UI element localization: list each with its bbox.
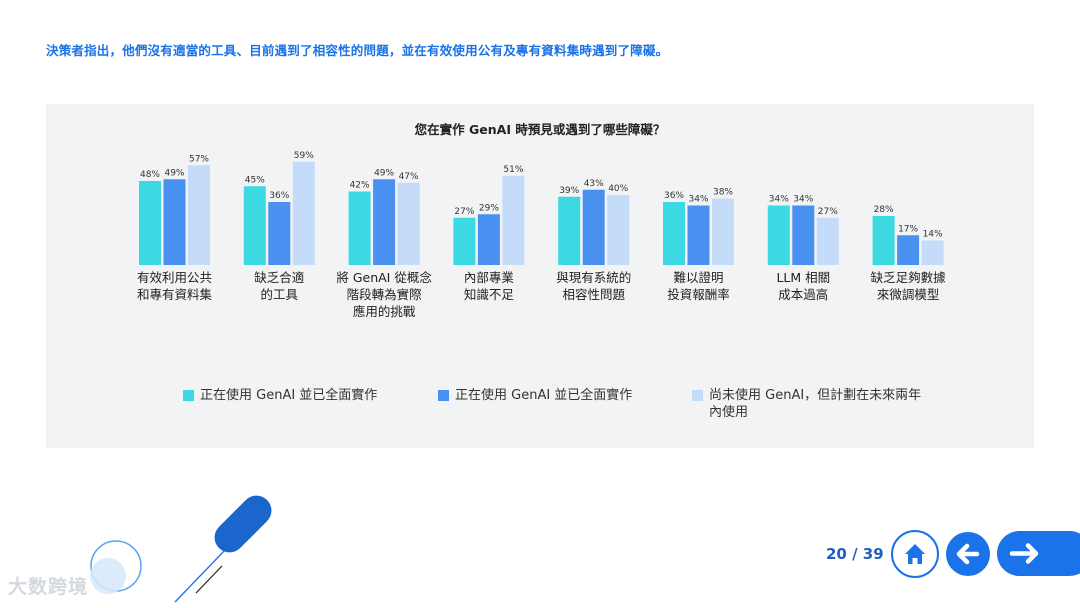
bar-7-series-2: [792, 205, 815, 265]
category-label-6: 難以證明投資報酬率: [667, 270, 730, 302]
category-label-4: 內部專業知識不足: [464, 270, 515, 302]
category-label-8: 缺乏足夠數據來微調模型: [871, 270, 947, 302]
bar-5-series-3: [607, 195, 630, 265]
data-label-1-series-2: 49%: [164, 168, 184, 178]
arrow-left-icon: [956, 543, 980, 565]
category-label-2: 缺乏合適的工具: [254, 270, 305, 302]
data-label-4-series-2: 29%: [479, 203, 499, 213]
data-label-5-series-2: 43%: [584, 179, 604, 189]
bar-6-series-3: [712, 198, 734, 265]
bar-2-series-2: [268, 202, 291, 265]
bar-3-series-3: [397, 182, 420, 265]
legend-item-1: 正在使用 GenAI 並已全面實作: [183, 387, 420, 404]
bar-1-series-1: [139, 181, 161, 265]
bar-8-series-1: [872, 216, 895, 265]
watermark: 大数跨境: [8, 576, 89, 598]
bar-8-series-2: [897, 235, 920, 265]
headline: 決策者指出，他們沒有適當的工具、目前遇到了相容性的問題，並在有效使用公有及專有資…: [46, 43, 669, 58]
bar-6-series-1: [663, 202, 685, 265]
bar-2-series-1: [243, 186, 266, 265]
data-label-6-series-3: 38%: [713, 188, 733, 198]
bar-1-series-3: [188, 165, 210, 265]
data-label-8-series-1: 28%: [874, 205, 894, 215]
bar-8-series-3: [921, 240, 944, 265]
bar-3-series-1: [348, 191, 371, 265]
data-label-8-series-3: 14%: [923, 230, 943, 240]
bar-5-series-2: [582, 189, 605, 265]
legend-swatch-1: [183, 390, 194, 401]
legend-swatch-3: [692, 390, 703, 401]
bar-6-series-2: [687, 205, 710, 265]
data-label-7-series-3: 27%: [818, 207, 838, 217]
chart-panel: 您在實作 GenAI 時預見或遇到了哪些障礙？ 48% 49% 57% 有效利用公共和…: [46, 104, 1034, 448]
data-label-2-series-2: 36%: [269, 191, 289, 201]
data-label-4-series-3: 51%: [503, 165, 523, 175]
arrow-right-icon: [1009, 543, 1039, 564]
data-label-1-series-1: 48%: [140, 170, 160, 180]
page-number: 20 / 39: [826, 545, 884, 563]
data-label-8-series-2: 17%: [898, 224, 918, 234]
data-label-7-series-1: 34%: [769, 195, 789, 205]
bar-chart: 48% 49% 57% 有效利用公共和專有資料集 45% 36% 59% 缺乏合適的工具 42%…: [137, 151, 947, 319]
data-label-3-series-3: 47%: [399, 172, 419, 182]
legend-item-3: 尚未使用 GenAI，但計劃在未來兩年內使用: [692, 387, 929, 421]
previous-page-button[interactable]: [946, 532, 990, 576]
legend-swatch-2: [438, 390, 449, 401]
data-label-5-series-3: 40%: [608, 184, 628, 194]
bar-4-series-3: [502, 175, 525, 265]
data-label-2-series-3: 59%: [294, 151, 314, 161]
data-label-1-series-3: 57%: [189, 154, 209, 164]
category-label-3: 將 GenAI 從概念階段轉為實際應用的挑戰: [336, 270, 432, 319]
data-label-2-series-1: 45%: [245, 175, 265, 185]
bar-2-series-3: [292, 161, 315, 265]
data-label-6-series-2: 34%: [688, 195, 708, 205]
bar-7-series-3: [816, 217, 839, 265]
data-label-5-series-1: 39%: [559, 186, 579, 196]
bar-3-series-2: [373, 179, 396, 265]
bar-7-series-1: [767, 205, 790, 265]
bar-1-series-2: [163, 179, 186, 265]
bar-5-series-1: [558, 196, 581, 265]
bar-4-series-2: [477, 214, 500, 265]
data-label-7-series-2: 34%: [793, 195, 813, 205]
bar-4-series-1: [453, 217, 476, 265]
data-label-6-series-1: 36%: [664, 191, 684, 201]
next-page-button[interactable]: [997, 531, 1080, 576]
data-label-4-series-1: 27%: [454, 207, 474, 217]
category-label-5: 與現有系統的相容性問題: [556, 270, 631, 302]
legend-item-2: 正在使用 GenAI 並已全面實作: [438, 387, 675, 404]
legend-label-2: 正在使用 GenAI 並已全面實作: [455, 388, 633, 403]
home-button[interactable]: [891, 530, 939, 578]
legend-label-3: 尚未使用 GenAI，但計劃在未來兩年內使用: [709, 388, 922, 420]
home-icon: [905, 544, 925, 564]
category-label-7: LLM 相關成本過高: [776, 270, 830, 302]
legend-label-1: 正在使用 GenAI 並已全面實作: [200, 388, 378, 403]
chart-title: 您在實作 GenAI 時預見或遇到了哪些障礙？: [414, 122, 666, 137]
data-label-3-series-2: 49%: [374, 168, 394, 178]
category-label-1: 有效利用公共和專有資料集: [137, 270, 213, 302]
decorative-pin-graphic: [90, 495, 272, 603]
data-label-3-series-1: 42%: [350, 181, 370, 191]
